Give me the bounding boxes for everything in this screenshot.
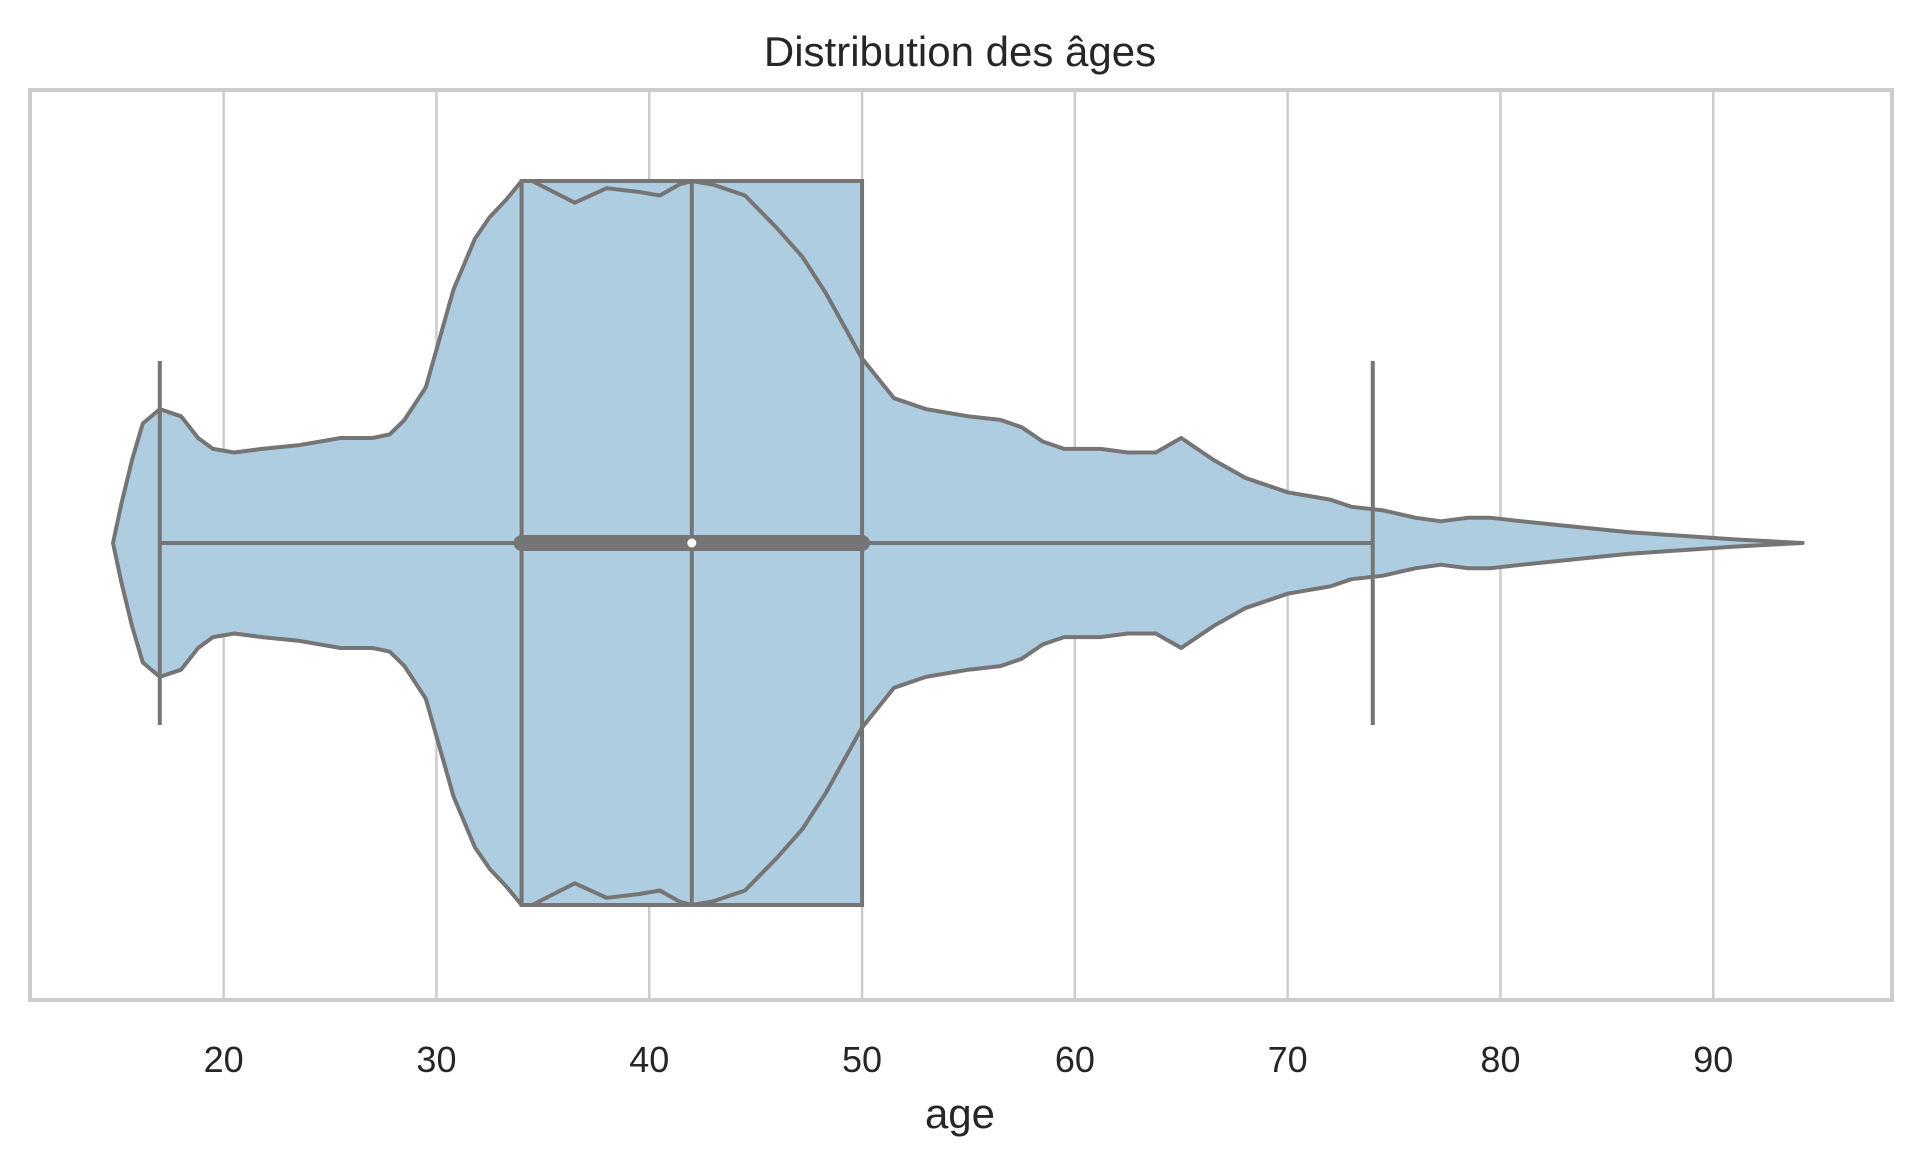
x-tick-labels: 20 30 40 50 60 70 80 90: [204, 1039, 1734, 1080]
x-tick-label-90: 90: [1693, 1039, 1733, 1080]
plot-area-frame: [28, 88, 1894, 1002]
chart-title: Distribution des âges: [764, 28, 1156, 75]
box-layer: [111, 179, 1805, 907]
x-tick-label-50: 50: [842, 1039, 882, 1080]
x-tick-label-80: 80: [1480, 1039, 1520, 1080]
x-tick-label-70: 70: [1268, 1039, 1308, 1080]
x-axis-label: age: [925, 1090, 995, 1137]
x-tick-label-30: 30: [416, 1039, 456, 1080]
violin-outline: [111, 179, 1805, 907]
x-tick-label-40: 40: [629, 1039, 669, 1080]
inner-median-dot: [687, 538, 697, 548]
x-tick-label-20: 20: [204, 1039, 244, 1080]
x-tick-label-60: 60: [1055, 1039, 1095, 1080]
